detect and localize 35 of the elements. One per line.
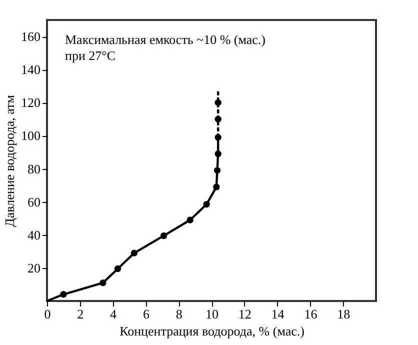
y-axis-title: Давление водорода, атм: [2, 95, 17, 227]
x-tick-label: 8: [176, 306, 182, 322]
point: [203, 200, 210, 208]
y-tick-label: 60: [28, 194, 40, 210]
point: [213, 184, 220, 190]
point: [160, 232, 168, 240]
point: [214, 99, 222, 106]
point: [100, 279, 106, 286]
point: [214, 167, 221, 174]
point: [214, 134, 222, 141]
y-tick-label: 100: [21, 128, 40, 144]
y-tick-label: 40: [28, 227, 40, 242]
point: [130, 250, 138, 256]
x-tick-label: 6: [142, 306, 150, 322]
x-tick-label: 18: [337, 306, 350, 322]
point: [214, 150, 222, 158]
x-tick-label: 14: [271, 306, 285, 322]
point: [186, 216, 194, 224]
y-tick-label: 80: [28, 161, 40, 176]
x-axis-title: Концентрация водорода, % (мас.): [120, 324, 304, 338]
point: [114, 265, 122, 272]
y-tick-label: 120: [21, 95, 40, 110]
annotation: Максимальная емкость ~10 % (мас.): [65, 32, 266, 47]
y-tick-label: 160: [21, 29, 40, 44]
x-tick-label: 4: [110, 306, 118, 322]
point: [214, 116, 222, 123]
y-tick-label: 20: [28, 260, 40, 276]
x-tick-label: 2: [77, 306, 84, 322]
x-tick-label: 10: [206, 306, 218, 322]
x-tick-label: 16: [304, 306, 318, 322]
point: [60, 291, 67, 298]
x-tick-label: 0: [44, 306, 51, 322]
y-tick-label: 140: [21, 62, 40, 78]
x-tick-label: 12: [238, 306, 252, 322]
annotation: при 27°C: [65, 48, 116, 63]
